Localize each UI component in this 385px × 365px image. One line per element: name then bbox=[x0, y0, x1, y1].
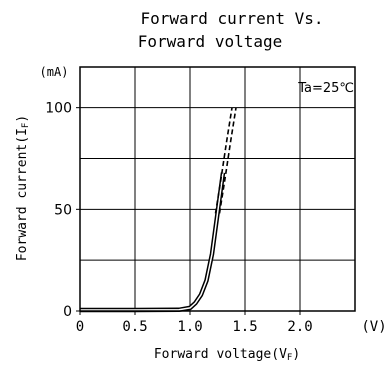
series-line-dashed bbox=[218, 107, 237, 214]
chart-title-line-2: Forward voltage bbox=[138, 32, 283, 51]
x-axis-label: Forward voltage(VF) bbox=[154, 347, 300, 363]
plot-frame bbox=[79, 66, 356, 312]
x-axis-unit: (V) bbox=[361, 319, 385, 335]
x-tick-label: 0 bbox=[76, 319, 84, 335]
tick-labels: 0 0.5 1.0 1.5 2.0 0 50 100 bbox=[45, 101, 312, 335]
series-line-dashed bbox=[214, 107, 233, 214]
x-tick-label: 0.5 bbox=[122, 319, 147, 335]
y-axis-label: Forward current(IF) bbox=[15, 115, 31, 261]
x-tick-label: 1.5 bbox=[232, 319, 257, 335]
series-line-inner bbox=[80, 172, 224, 311]
x-tick-label: 2.0 bbox=[287, 319, 312, 335]
y-tick-label: 50 bbox=[54, 202, 72, 218]
x-tick-label: 1.0 bbox=[177, 319, 202, 335]
chart-title-line-1: Forward current Vs. bbox=[140, 9, 323, 28]
series-lines bbox=[80, 107, 237, 313]
series-line-outer bbox=[80, 172, 226, 313]
y-tick-label: 0 bbox=[63, 304, 72, 320]
temperature-annotation: Ta=25℃ bbox=[297, 81, 354, 96]
y-tick-label: 100 bbox=[45, 101, 72, 117]
y-axis-unit: (mA) bbox=[40, 65, 69, 79]
grid bbox=[80, 67, 355, 311]
